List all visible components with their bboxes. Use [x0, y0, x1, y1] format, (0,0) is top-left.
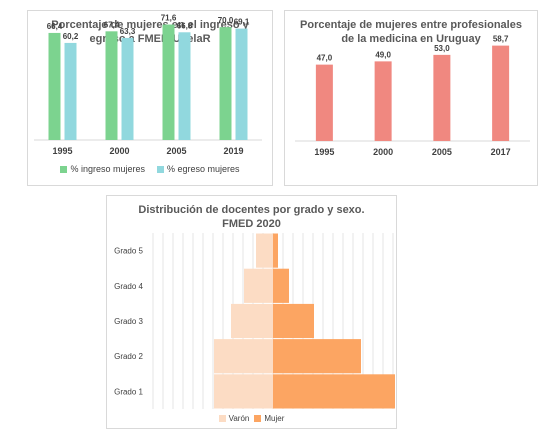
- bar-varon: [231, 303, 273, 339]
- data-label: 60,2: [63, 32, 79, 41]
- bar: [178, 32, 191, 140]
- legend-label: % ingreso mujeres: [70, 164, 145, 174]
- data-label: 53,0: [434, 44, 450, 53]
- bar-varon: [214, 374, 273, 409]
- y-tick-label: Grado 4: [114, 282, 143, 291]
- legend-swatch: [254, 415, 262, 422]
- legend: Varón Mujer: [107, 414, 396, 423]
- chart-title: Distribución de docentes por grado y sex…: [138, 204, 365, 230]
- bar: [374, 61, 392, 141]
- chart-panel-profesionales: Porcentaje de mujeres entre profesionale…: [284, 10, 538, 186]
- bar: [315, 64, 333, 141]
- bar: [219, 27, 232, 140]
- legend-label: Varón: [228, 414, 250, 423]
- x-tick-label: 2005: [166, 146, 186, 156]
- chart-canvas: Grado 5 Grado 4 Grado 3 Grado 2 Grado 1: [114, 233, 395, 409]
- y-tick-label: Grado 1: [114, 387, 143, 396]
- bar: [48, 32, 61, 140]
- bar: [162, 24, 175, 141]
- bar-mujer: [273, 303, 314, 339]
- bar: [492, 45, 510, 141]
- legend-item: Mujer: [254, 414, 284, 423]
- y-tick-label: Grado 2: [114, 352, 143, 361]
- bar: [433, 54, 451, 141]
- legend-item: % ingreso mujeres: [60, 164, 145, 174]
- y-tick-label: Grado 3: [114, 317, 143, 326]
- bar-varon: [214, 339, 273, 374]
- x-tick-label: 2000: [373, 147, 393, 157]
- data-label: 69,1: [234, 18, 250, 27]
- bar-mujer: [273, 374, 395, 409]
- data-label: 58,7: [493, 35, 509, 44]
- bar: [235, 28, 248, 141]
- chart-canvas: 47,0 1995 49,0 2000 53,0 2005 58,7 2017: [295, 35, 530, 157]
- x-tick-label: 1995: [52, 146, 72, 156]
- x-tick-label: 2019: [223, 146, 243, 156]
- legend: % ingreso mujeres % egreso mujeres: [28, 164, 272, 174]
- legend-item: % egreso mujeres: [156, 164, 240, 174]
- data-label: 70,0: [218, 16, 234, 25]
- x-tick-label: 1995: [314, 147, 334, 157]
- data-label: 47,0: [317, 54, 333, 63]
- bar-mujer: [273, 268, 289, 303]
- bar: [105, 31, 118, 141]
- bar: [64, 42, 77, 140]
- data-label: 63,3: [120, 27, 136, 36]
- chart-canvas: 66,460,2 1995 67,463,3 2000 71,666,8 2005 70,0…: [34, 14, 262, 156]
- legend-label: % egreso mujeres: [166, 164, 240, 174]
- bar-mujer: [273, 233, 278, 268]
- legend-swatch: [60, 165, 68, 173]
- legend-item: Varón: [218, 414, 250, 423]
- legend-swatch: [218, 415, 226, 422]
- data-label: 66,4: [47, 22, 63, 31]
- bar-varon: [244, 268, 273, 303]
- chart-panel-ingreso-egreso: Porcentaje de mujeres en el ingreso y eg…: [27, 10, 273, 186]
- data-label: 66,8: [177, 21, 193, 30]
- legend-swatch: [156, 165, 164, 173]
- chart-panel-docentes: Distribución de docentes por grado y sex…: [106, 195, 397, 429]
- bar-mujer: [273, 339, 361, 374]
- bar-varon: [256, 233, 273, 268]
- chart-title: Porcentaje de mujeres entre profesionale…: [300, 19, 522, 45]
- data-label: 71,6: [161, 14, 177, 23]
- y-tick-label: Grado 5: [114, 247, 143, 256]
- bar: [121, 37, 134, 140]
- x-tick-label: 2017: [491, 147, 511, 157]
- legend-label: Mujer: [264, 414, 285, 423]
- x-tick-label: 2000: [109, 146, 129, 156]
- data-label: 67,4: [104, 20, 120, 29]
- x-tick-label: 2005: [432, 147, 452, 157]
- data-label: 49,0: [375, 50, 391, 59]
